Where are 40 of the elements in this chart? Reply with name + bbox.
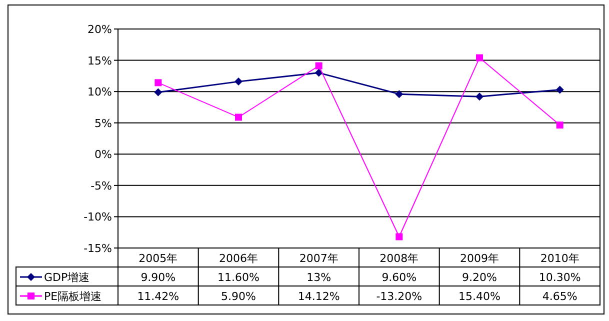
data-label: 13%	[306, 271, 332, 284]
y-tick-label: -5%	[90, 179, 112, 192]
point	[314, 68, 323, 77]
data-label: 15.40%	[458, 290, 500, 303]
data-label: 9.20%	[462, 271, 497, 284]
y-tick-label: -10%	[84, 210, 112, 224]
data-label: 11.60%	[218, 271, 260, 284]
x-tick-label: 2005年	[138, 252, 178, 265]
data-label: 9.90%	[140, 271, 176, 284]
point	[235, 114, 242, 121]
legend-label: PE隔板增速	[44, 290, 102, 303]
y-tick-label: -15%	[84, 242, 112, 255]
point	[234, 78, 242, 86]
y-tick-label: 0%	[94, 148, 112, 162]
data-label: 11.42%	[137, 290, 180, 303]
data-label: 5.90%	[221, 290, 256, 303]
y-tick-label: 5%	[94, 116, 112, 130]
legend-label: GDP增速	[44, 271, 90, 284]
point	[154, 79, 162, 86]
point	[396, 233, 403, 240]
point	[154, 88, 162, 96]
data-label: 14.12%	[298, 290, 340, 303]
y-tick-label: 10%	[88, 86, 112, 99]
data-label: 4.65%	[542, 290, 578, 303]
data-label: 9.60%	[382, 271, 417, 284]
y-tick-label: 20%	[88, 23, 112, 36]
data-label: 10.30%	[538, 271, 581, 284]
point	[315, 62, 322, 70]
y-tick-label: 15%	[88, 54, 112, 68]
x-tick-label: 2009年	[460, 252, 499, 265]
point	[476, 92, 484, 101]
x-tick-label: 2007年	[299, 252, 338, 265]
point	[476, 54, 483, 62]
x-tick-label: 2008年	[380, 252, 419, 265]
point	[556, 86, 564, 94]
point	[395, 90, 404, 98]
point	[556, 122, 564, 129]
x-tick-label: 2006年	[219, 252, 258, 265]
data-label: -13.20%	[376, 290, 422, 303]
x-tick-label: 2010年	[540, 252, 580, 265]
